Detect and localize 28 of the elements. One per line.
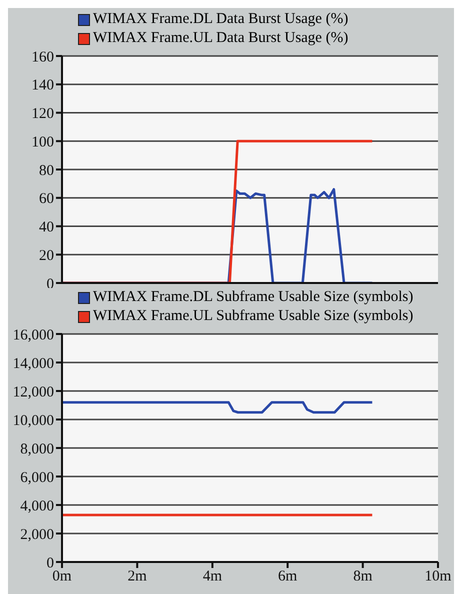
y-tick-label: 8,000 — [20, 441, 54, 458]
x-tick-label: 6m — [278, 568, 298, 585]
x-tick-label: 2m — [128, 568, 148, 585]
y-tick-label: 4,000 — [20, 498, 54, 514]
y-tick-label: 20 — [39, 248, 54, 264]
x-tick-label: 10m — [424, 568, 452, 585]
y-tick-label: 100 — [32, 134, 54, 150]
legend-label: WIMAX Frame.UL Data Burst Usage (%) — [93, 29, 348, 48]
legend-label: WIMAX Frame.DL Data Burst Usage (%) — [93, 10, 348, 29]
x-tick-label: 4m — [202, 568, 222, 585]
y-tick-label: 16,000 — [12, 327, 54, 344]
y-tick-label: 0 — [46, 555, 54, 572]
y-tick-label: 12,000 — [12, 384, 54, 400]
y-tick-label: 140 — [32, 78, 54, 94]
y-tick-label: 120 — [32, 106, 54, 122]
y-tick-label: 160 — [32, 49, 54, 66]
legend-label: WIMAX Frame.UL Subframe Usable Size (symbols) — [93, 307, 414, 326]
y-tick-label: 40 — [39, 220, 54, 236]
x-tick-label: 8m — [353, 568, 373, 585]
y-tick-label: 6,000 — [20, 470, 54, 486]
line-series — [62, 401, 374, 414]
y-tick-label: 10,000 — [12, 412, 54, 429]
x-tick-label: 0m — [52, 568, 72, 585]
y-tick-label: 2,000 — [20, 526, 54, 543]
legend-label: WIMAX Frame.DL Subframe Usable Size (symbols) — [93, 288, 414, 307]
y-tick-label: 60 — [39, 191, 54, 208]
y-tick-label: 80 — [39, 162, 54, 179]
y-tick-label: 14,000 — [12, 356, 54, 372]
